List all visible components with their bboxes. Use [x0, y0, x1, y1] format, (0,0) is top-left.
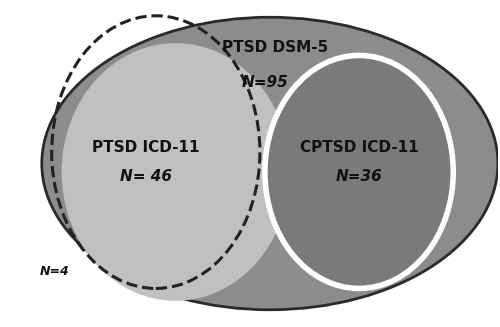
- Text: N= 46: N= 46: [120, 169, 172, 184]
- Ellipse shape: [62, 43, 290, 301]
- Text: CPTSD ICD-11: CPTSD ICD-11: [300, 140, 418, 155]
- Ellipse shape: [265, 55, 454, 288]
- Text: N=4: N=4: [40, 265, 69, 278]
- Text: PTSD DSM-5: PTSD DSM-5: [222, 41, 328, 56]
- Text: N=36: N=36: [336, 169, 382, 184]
- Ellipse shape: [42, 17, 498, 310]
- Text: N=95: N=95: [242, 75, 288, 90]
- Text: PTSD ICD-11: PTSD ICD-11: [92, 140, 200, 155]
